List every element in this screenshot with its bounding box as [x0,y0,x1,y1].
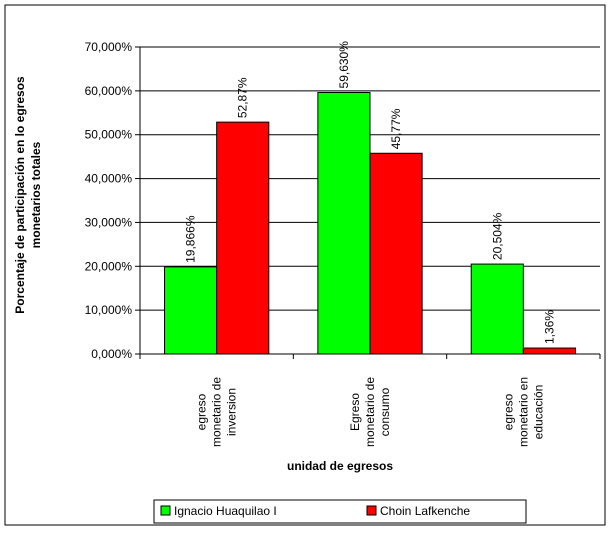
legend: Ignacio Huaquilao I Choin Lafkenche [153,499,527,524]
y-tick-label: 30,000% [85,215,133,229]
y-tick-label: 10,000% [85,303,133,317]
legend-swatch-series-2 [366,505,377,516]
y-tick-label: 40,000% [85,172,133,186]
y-tick-label: 60,000% [85,84,133,98]
x-axis-title: unidad de egresos [287,459,393,473]
x-tick-label: monetario de [363,377,377,447]
y-axis-title-line-2: monetarios totales [29,141,43,248]
bar-2-2 [369,152,423,355]
bar-2-1 [216,121,270,355]
x-tick-label: egreso [501,393,515,430]
legend-box [153,499,527,524]
y-axis-title-line-1: Porcentaje de participación en lo egreso… [13,76,27,314]
y-tick-label: 0,000% [91,347,132,361]
legend-swatch-series-1 [160,505,171,516]
y-tick-label: 70,000% [85,40,133,54]
bar-1-1 [164,266,218,355]
x-tick-label: monetario en [516,377,530,447]
bars [164,91,576,355]
x-tick-label: egreso [195,393,209,430]
x-tick-label: Egreso [348,393,362,431]
data-label: 20,504% [490,212,504,260]
bar-1-2 [317,91,371,355]
x-tick-label: inversion [225,388,239,436]
legend-label-series-1: Ignacio Huaquilao I [174,504,277,518]
bar-2-3 [522,347,576,355]
data-labels: 19,866% 52,87% 59,630% 45,77% 20,504% 1,36% [184,41,557,344]
data-label: 59,630% [337,41,351,89]
x-tick-label: consumo [378,387,392,436]
x-tick-label: educación [531,385,545,440]
bar-1-3 [470,263,524,355]
data-label: 52,87% [236,77,250,118]
legend-label-series-2: Choin Lafkenche [380,504,470,518]
axes: 0,000% 10,000% 20,000% 30,000% 40,000% 50,000… [85,40,601,447]
data-label: 1,36% [542,310,556,344]
data-label: 45,77% [389,108,403,149]
y-tick-label: 50,000% [85,128,133,142]
y-tick-label: 20,000% [85,259,133,273]
x-tick-label: monetario de [210,377,224,447]
data-label: 19,866% [184,215,198,263]
